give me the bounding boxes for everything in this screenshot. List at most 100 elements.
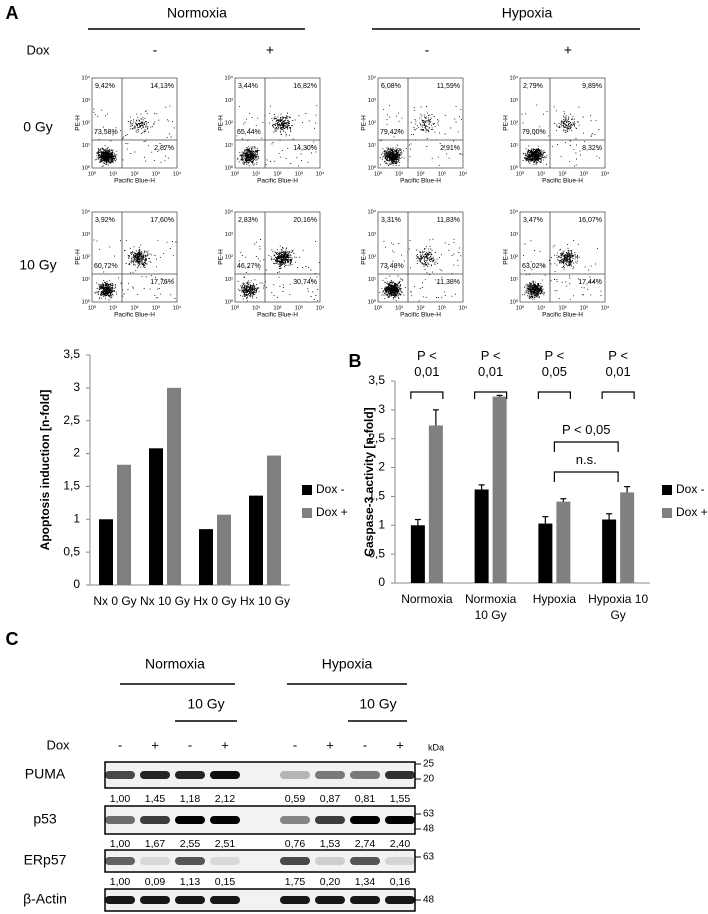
x-axis-tick-label: 10⁴ [173, 304, 182, 311]
x-axis-tick-label: 10⁰ [516, 170, 525, 177]
x-axis-tick-label: 10³ [580, 171, 588, 177]
blot-band [140, 857, 170, 865]
dox-label: Dox [26, 42, 50, 57]
condition-label: Normoxia [167, 5, 227, 21]
x-axis-label: Pacific Blue-H [114, 178, 155, 185]
x-axis-tick-label: 10¹ [252, 305, 260, 311]
quadrant-percent: 3,92% [95, 217, 115, 224]
x-axis-tick-label: 10⁰ [88, 170, 97, 177]
blot-band [280, 771, 310, 779]
y-axis-tick-label: 10¹ [82, 277, 90, 283]
dox-level: + [221, 737, 229, 752]
quadrant-percent: 17,76% [150, 279, 174, 286]
bar [117, 464, 131, 585]
quadrant-percent: 16,07% [578, 217, 602, 224]
x-tick-label: Nx 0 Gy [93, 594, 137, 608]
x-axis-tick-label: 10¹ [537, 305, 545, 311]
y-axis-tick-label: 10² [82, 254, 90, 260]
quantification: 0,09 [145, 876, 166, 888]
quadrant-percent: 14,30% [293, 145, 317, 152]
y-axis-tick-label: 10² [510, 120, 518, 126]
blot-band [350, 857, 380, 865]
x-axis-tick-label: 10⁰ [231, 304, 240, 311]
bar [167, 387, 181, 585]
quadrant-percent: 17,60% [150, 217, 174, 224]
significance-label: P < 0,05 [561, 422, 611, 437]
blot-band [105, 857, 135, 865]
scatter-dots [93, 105, 175, 167]
y-axis-label: PE-H [503, 249, 510, 265]
significance-bracket [474, 391, 508, 399]
quantification: 1,00 [110, 793, 131, 805]
y-axis-tick-label: 10³ [82, 98, 90, 104]
y-tick-label: 3,5 [368, 373, 385, 387]
quadrant-percent: 60,72% [94, 263, 118, 270]
quantification: 2,12 [215, 793, 236, 805]
y-axis-tick-label: 10² [225, 120, 233, 126]
y-tick-label: 1 [378, 517, 385, 531]
y-axis-tick-label: 10¹ [225, 143, 233, 149]
quantification: 1,13 [180, 876, 201, 888]
blot-band [105, 771, 135, 779]
y-axis-tick-label: 10⁰ [82, 298, 91, 305]
bar [410, 525, 425, 583]
quadrant-percent: 73,58% [94, 129, 118, 136]
y-axis-tick-label: 10⁴ [510, 208, 519, 215]
legend-swatch [662, 508, 672, 518]
y-axis-tick-label: 10⁴ [368, 208, 377, 215]
y-axis-tick-label: 10⁰ [82, 164, 91, 171]
x-axis-label: Pacific Blue-H [257, 312, 298, 319]
quantification: 0,76 [285, 838, 306, 850]
y-tick-label: 0,5 [63, 544, 80, 558]
y-tick-label: 0 [73, 577, 80, 591]
significance-label: P < 0,01 [605, 348, 631, 379]
quantification: 1,67 [145, 838, 166, 850]
quantification: 0,87 [320, 793, 341, 805]
bar [199, 529, 213, 585]
y-tick-label: 2 [378, 460, 385, 474]
quadrant-percent: 2,91% [440, 145, 460, 152]
dox-level: - [425, 42, 430, 58]
significance-label: n.s. [575, 452, 597, 467]
x-axis-label: Pacific Blue-H [400, 312, 441, 319]
quantification: 1,45 [145, 793, 166, 805]
x-axis-tick-label: 10¹ [109, 305, 117, 311]
significance-bracket [410, 391, 444, 399]
marker-label: 25 [423, 759, 435, 770]
blot-band [210, 816, 240, 824]
bar [99, 519, 113, 585]
y-axis-tick-label: 10⁰ [510, 164, 519, 171]
dox-level: - [363, 737, 367, 752]
bar [267, 455, 281, 585]
blot-band [315, 771, 345, 779]
marker-label: 48 [423, 824, 435, 835]
y-axis-tick-label: 10¹ [510, 143, 518, 149]
dox-level: - [153, 42, 158, 58]
x-tick-label: Hx 10 Gy [240, 594, 291, 608]
y-tick-label: 2 [73, 446, 80, 460]
bar [149, 448, 163, 585]
quantification: 1,53 [320, 838, 341, 850]
x-axis-tick-label: 10¹ [395, 171, 403, 177]
blot-band [350, 771, 380, 779]
quadrant-percent: 9,42% [95, 83, 115, 90]
y-axis-label: PE-H [75, 249, 82, 265]
x-axis-tick-label: 10¹ [109, 171, 117, 177]
blot-band [175, 771, 205, 779]
y-tick-label: 3 [378, 402, 385, 416]
significance-bracket [553, 441, 619, 452]
y-axis-tick-label: 10³ [510, 98, 518, 104]
y-axis-tick-label: 10² [368, 120, 376, 126]
y-tick-label: 1,5 [63, 479, 80, 493]
quantification: 1,55 [390, 793, 411, 805]
quadrant-percent: 79,42% [380, 129, 404, 136]
bar [492, 396, 507, 583]
x-axis-tick-label: 10³ [580, 305, 588, 311]
y-axis-label: PE-H [218, 115, 225, 131]
legend-swatch [662, 485, 672, 495]
x-axis-tick-label: 10⁰ [88, 304, 97, 311]
x-axis-tick-label: 10⁴ [316, 170, 325, 177]
significance-bracket [553, 471, 619, 482]
y-axis-tick-label: 10³ [82, 232, 90, 238]
